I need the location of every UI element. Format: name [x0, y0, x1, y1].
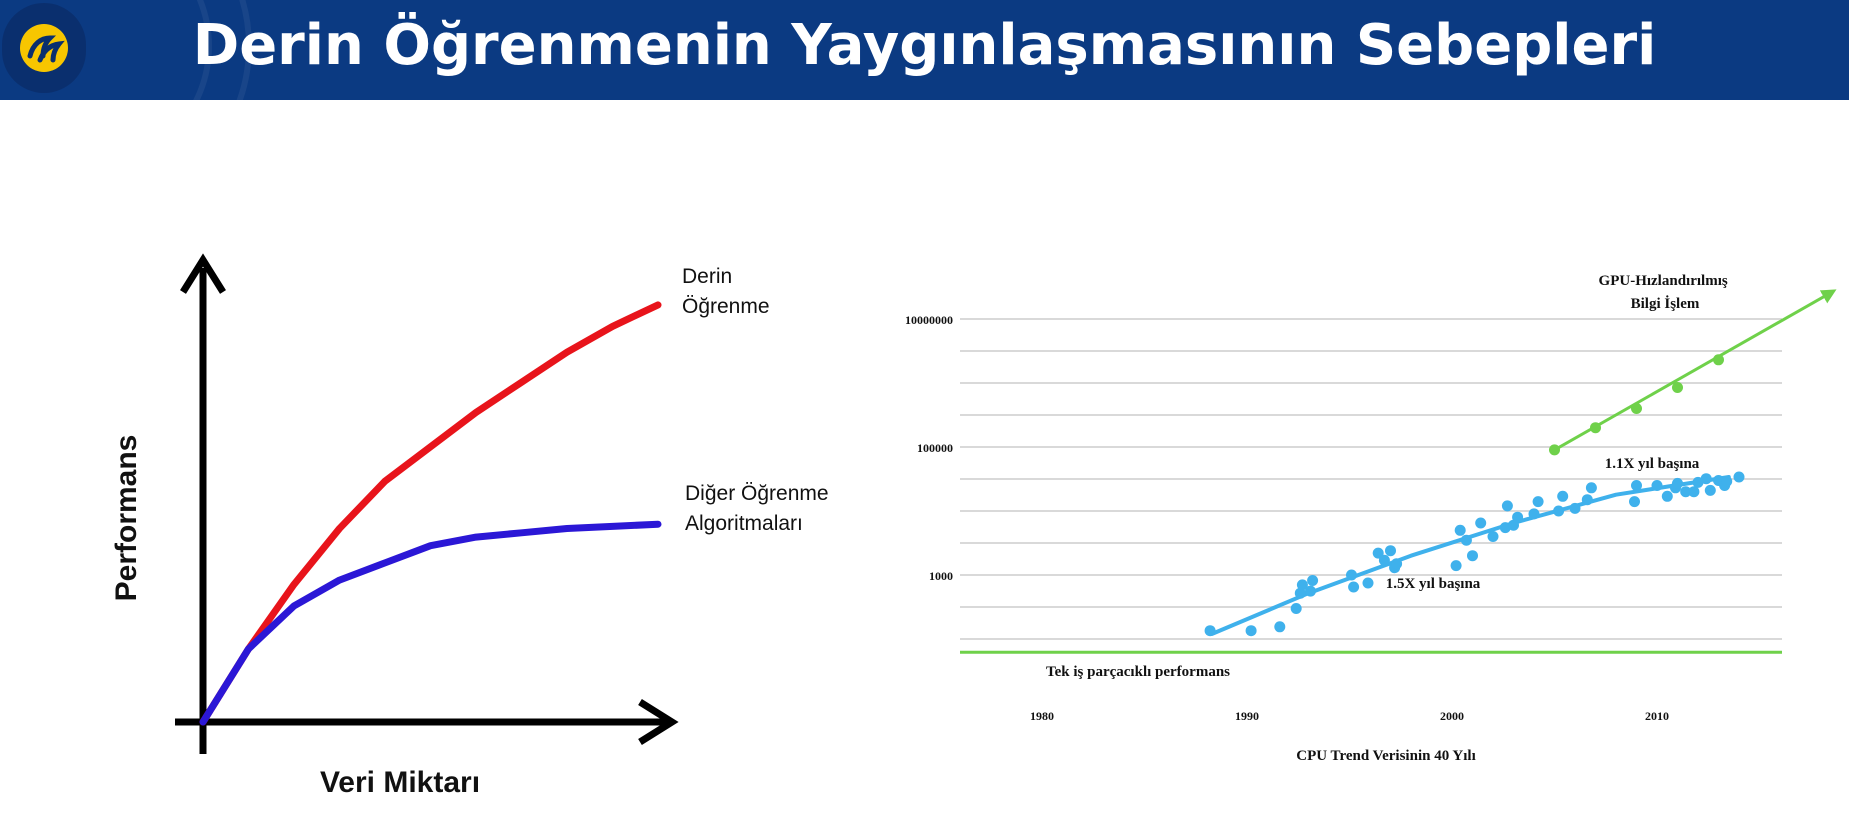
cpu-point	[1688, 486, 1700, 498]
deep-learning-label-line2: Öğrenme	[682, 295, 770, 318]
x-tick-label: 2000	[1440, 709, 1464, 723]
cpu-point	[1296, 579, 1308, 591]
x-tick-label: 1980	[1030, 709, 1054, 723]
cpu-point	[1305, 585, 1316, 597]
cpu-point	[1499, 522, 1511, 534]
deep-learning-label-line1: Derin	[682, 265, 732, 288]
baseline-label: Tek iş parçacıklı performans	[1046, 664, 1230, 680]
gpu-trend-line	[1553, 289, 1837, 452]
page-title: Derin Öğrenmenin Yaygınlaşmasının Sebepl…	[192, 13, 1657, 78]
cpu-point	[1501, 500, 1513, 512]
series-line-0	[199, 301, 662, 726]
cpu-point	[1719, 480, 1731, 491]
cpu-point	[1508, 519, 1519, 531]
cpu-point	[1700, 473, 1712, 485]
cpu-point	[1372, 547, 1384, 559]
cpu-point	[1733, 471, 1745, 483]
cpu-point	[1460, 534, 1472, 546]
gpu-label-line2: Bilgi İşlem	[1631, 295, 1700, 312]
cpu-point	[1348, 581, 1360, 593]
cpu-point	[1661, 490, 1673, 502]
cpu-trend-line	[1210, 475, 1731, 636]
other-algorithms-label: Diğer Öğrenme Algoritmaları	[685, 482, 834, 535]
logo-glyph	[20, 24, 68, 72]
y-tick-label: 10000000	[905, 313, 953, 327]
other-algorithms-label-line2: Algoritmaları	[685, 512, 803, 535]
rate-low-label: 1.5X yıl başına	[1386, 576, 1481, 592]
gpu-point	[1672, 382, 1683, 393]
cpu-point	[1290, 603, 1302, 614]
x-axis-arrow	[638, 699, 679, 745]
other-algorithms-label-line1: Diğer Öğrenme	[685, 482, 829, 505]
series-group	[960, 289, 1837, 654]
cpu-point	[1629, 496, 1640, 508]
x-axis-title: CPU Trend Verisinin 40 Yılı	[1296, 748, 1475, 764]
gpu-label-line1: GPU-Hızlandırılmış	[1599, 273, 1728, 289]
cpu-point	[1362, 577, 1374, 589]
y-tick-labels: 10000000 100000 1000	[905, 313, 953, 583]
x-tick-label: 1990	[1235, 709, 1259, 723]
cpu-point	[1389, 562, 1401, 574]
rate-high-label: 1.1X yıl başına	[1605, 456, 1700, 472]
x-tick-labels: 19801990200020102020	[1030, 709, 1669, 723]
cpu-point	[1454, 524, 1466, 536]
cpu-point	[1385, 545, 1396, 557]
cpu-point	[1704, 484, 1716, 496]
cpu-point	[1721, 475, 1733, 487]
gpu-point	[1713, 354, 1724, 366]
cpu-point	[1307, 575, 1319, 586]
gpu-point	[1590, 422, 1601, 434]
cpu-point	[1585, 482, 1597, 494]
deep-learning-label: Derin Öğrenme	[682, 265, 770, 318]
cpu-point	[1532, 496, 1544, 508]
cpu-point	[1651, 480, 1663, 491]
series-group	[199, 301, 662, 726]
y-tick-label: 100000	[917, 441, 953, 455]
performance-vs-data-chart: Veri Miktarı Performans Derin Öğrenme Di…	[110, 253, 834, 799]
cpu-point	[1713, 475, 1724, 486]
cpu-point	[1528, 508, 1540, 520]
cpu-point	[1346, 569, 1357, 581]
cpu-point	[1512, 511, 1524, 523]
grid-lines	[960, 318, 1782, 640]
series-line-1	[199, 520, 662, 726]
gpu-label: GPU-Hızlandırılmış Bilgi İşlem	[1599, 273, 1732, 312]
x-axis-label: Veri Miktarı	[320, 766, 480, 799]
title-bar: Derin Öğrenmenin Yaygınlaşmasının Sebepl…	[0, 0, 1849, 100]
decorative-ring	[0, 0, 252, 100]
cpu-point	[1467, 550, 1478, 562]
cpu-point	[1672, 477, 1683, 489]
y-axis-label: Performans	[110, 435, 143, 602]
cpu-point	[1204, 625, 1216, 637]
y-axis-arrow	[180, 253, 226, 294]
cpu-point	[1631, 480, 1642, 491]
cpu-point	[1487, 531, 1499, 542]
cpu-point	[1294, 587, 1306, 599]
cpu-point	[1245, 625, 1257, 637]
cpu-point	[1569, 502, 1581, 514]
cpu-point	[1378, 554, 1390, 566]
cpu-point	[1692, 476, 1704, 488]
cpu-point	[1557, 490, 1569, 502]
gpu-point	[1549, 444, 1560, 456]
x-tick-label: 2010	[1645, 709, 1669, 723]
cpu-point	[1680, 486, 1692, 498]
cpu-point	[1450, 560, 1462, 572]
cpu-point	[1274, 621, 1286, 633]
cpu-point	[1391, 558, 1403, 570]
cpu-point	[1475, 517, 1487, 529]
cpu-point	[1553, 505, 1565, 517]
cpu-point	[1581, 494, 1593, 506]
y-tick-label: 1000	[929, 569, 953, 583]
cpu-point	[1670, 482, 1681, 494]
turkcell-logo-icon	[2, 3, 86, 93]
gpu-point	[1631, 403, 1642, 414]
